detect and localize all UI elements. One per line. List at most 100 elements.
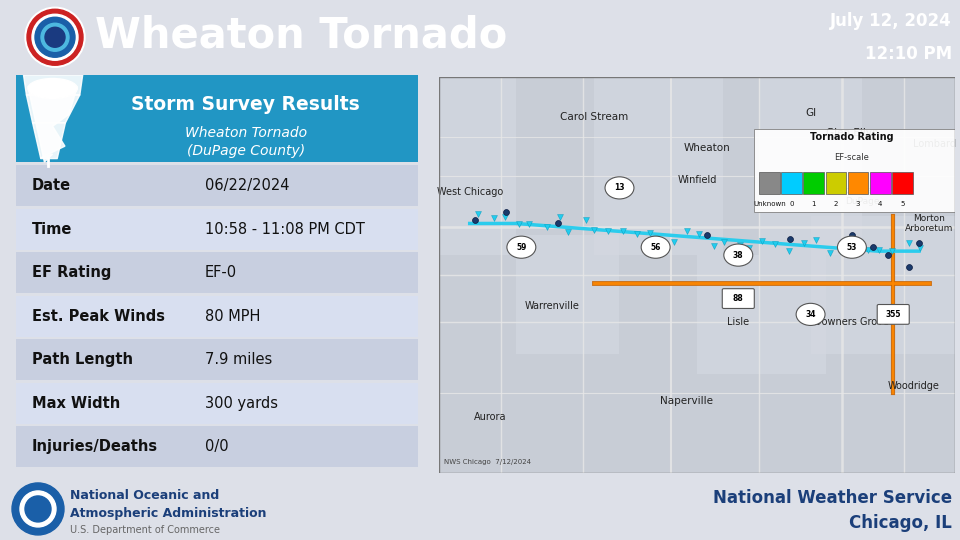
- Bar: [826, 172, 846, 194]
- Circle shape: [724, 244, 753, 266]
- Point: [781, 247, 797, 256]
- Point: [911, 239, 926, 247]
- Text: July 12, 2024: July 12, 2024: [830, 12, 952, 30]
- Text: 56: 56: [651, 242, 660, 252]
- Text: 06/22/2024: 06/22/2024: [204, 178, 289, 193]
- Text: Morton
Arboretum: Morton Arboretum: [905, 214, 953, 233]
- Text: EF-0: EF-0: [204, 265, 237, 280]
- Point: [630, 230, 645, 238]
- Text: Warrenville: Warrenville: [525, 301, 580, 312]
- Text: 1: 1: [811, 201, 816, 207]
- Text: Est. Peak Winds: Est. Peak Winds: [32, 309, 165, 324]
- Point: [587, 226, 602, 234]
- Point: [872, 246, 887, 254]
- Point: [844, 231, 859, 240]
- Text: Lombard: Lombard: [913, 139, 956, 150]
- Text: Wheaton Tornado: Wheaton Tornado: [184, 126, 307, 140]
- Point: [512, 220, 527, 228]
- Text: Storm Survey Results: Storm Survey Results: [132, 95, 360, 114]
- FancyBboxPatch shape: [722, 289, 755, 308]
- Text: EF Rating: EF Rating: [32, 265, 111, 280]
- Text: 12:10 PM: 12:10 PM: [865, 45, 952, 63]
- Circle shape: [641, 236, 670, 258]
- Text: 13: 13: [614, 184, 625, 192]
- Bar: [759, 172, 780, 194]
- Text: College of
DuPage: College of DuPage: [839, 186, 885, 206]
- Point: [741, 244, 756, 253]
- Text: 59: 59: [516, 242, 526, 252]
- Text: 10:58 - 11:08 PM CDT: 10:58 - 11:08 PM CDT: [204, 222, 365, 237]
- Point: [550, 219, 565, 228]
- Point: [848, 241, 863, 250]
- Circle shape: [35, 17, 75, 57]
- Point: [912, 244, 927, 253]
- Point: [498, 207, 514, 216]
- Point: [865, 243, 880, 252]
- Text: Unknown: Unknown: [753, 201, 785, 207]
- Point: [716, 238, 732, 246]
- Point: [540, 222, 555, 231]
- Text: Wheaton: Wheaton: [684, 144, 731, 153]
- Bar: [15, 252, 419, 293]
- Point: [755, 237, 770, 245]
- Text: Glen Ellyn: Glen Ellyn: [826, 127, 878, 138]
- Text: Downers Grove: Downers Grove: [814, 318, 889, 327]
- Point: [487, 213, 502, 222]
- Point: [680, 227, 695, 236]
- Bar: [15, 75, 419, 162]
- Text: Path Length: Path Length: [32, 352, 133, 367]
- Circle shape: [605, 177, 634, 199]
- Text: Wheaton Tornado: Wheaton Tornado: [95, 15, 507, 57]
- Bar: [892, 172, 913, 194]
- Bar: [810, 215, 955, 354]
- Bar: [15, 339, 419, 380]
- Text: 34: 34: [805, 310, 816, 319]
- Circle shape: [27, 9, 83, 65]
- Text: Atmospheric Administration: Atmospheric Administration: [70, 508, 267, 521]
- Point: [468, 215, 483, 224]
- Text: Naperville: Naperville: [660, 396, 713, 406]
- Point: [642, 229, 658, 238]
- Circle shape: [507, 236, 536, 258]
- Point: [900, 239, 916, 247]
- Bar: [15, 165, 419, 206]
- Circle shape: [41, 23, 69, 51]
- Point: [651, 237, 666, 246]
- Text: 7.9 miles: 7.9 miles: [204, 352, 272, 367]
- Point: [808, 235, 824, 244]
- Point: [497, 212, 513, 221]
- Bar: [870, 172, 891, 194]
- Polygon shape: [28, 86, 77, 162]
- Circle shape: [837, 236, 866, 258]
- Text: EF-scale: EF-scale: [834, 153, 870, 162]
- Bar: [804, 172, 824, 194]
- Circle shape: [20, 491, 56, 527]
- Text: 88: 88: [732, 294, 744, 303]
- Bar: [848, 172, 869, 194]
- Point: [666, 238, 682, 246]
- Ellipse shape: [28, 78, 77, 98]
- Bar: [15, 426, 419, 467]
- Bar: [759, 77, 862, 255]
- Text: 3: 3: [856, 201, 860, 207]
- FancyBboxPatch shape: [877, 305, 909, 324]
- Point: [692, 230, 708, 238]
- Text: Aurora: Aurora: [474, 412, 507, 422]
- Text: Carol Stream: Carol Stream: [560, 112, 628, 122]
- Text: NWS Chicago  7/12/2024: NWS Chicago 7/12/2024: [444, 458, 531, 464]
- Text: (DuPage County): (DuPage County): [186, 144, 304, 158]
- Text: 0: 0: [789, 201, 794, 207]
- Point: [880, 251, 896, 259]
- Circle shape: [796, 303, 825, 326]
- Bar: [697, 255, 826, 374]
- Text: 80 MPH: 80 MPH: [204, 309, 260, 324]
- Bar: [15, 383, 419, 424]
- Text: 38: 38: [733, 251, 744, 260]
- Text: 300 yards: 300 yards: [204, 396, 277, 411]
- Text: 5: 5: [900, 201, 904, 207]
- Text: National Oceanic and: National Oceanic and: [70, 489, 219, 502]
- Point: [767, 239, 782, 248]
- Circle shape: [32, 14, 78, 60]
- Text: Date: Date: [32, 178, 71, 193]
- Point: [578, 215, 593, 224]
